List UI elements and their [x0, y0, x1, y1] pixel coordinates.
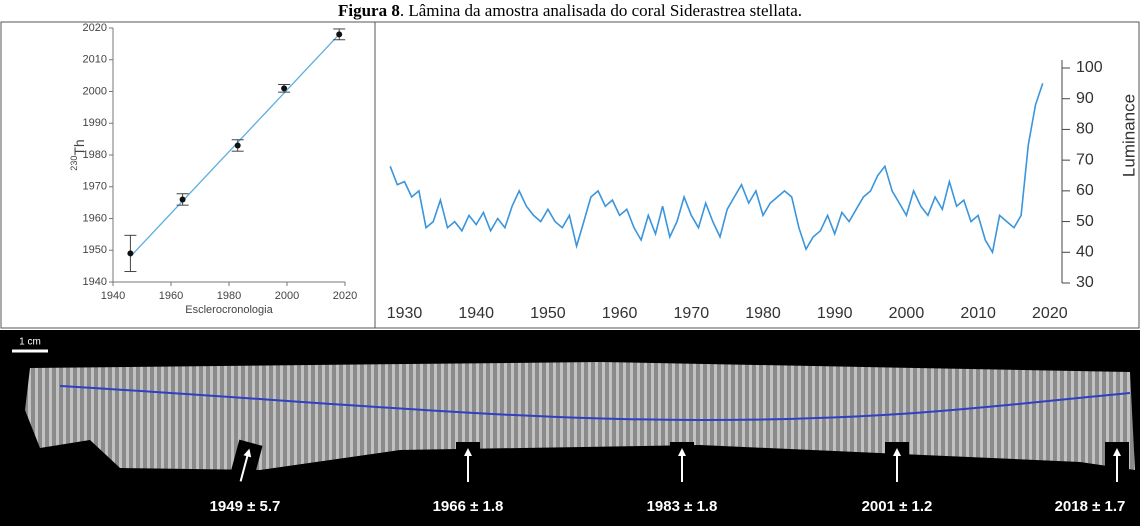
y-tick-label: 1970 — [83, 181, 107, 193]
y-tick-label: 2000 — [83, 85, 107, 97]
caption-label: Figura 8 — [338, 1, 400, 20]
y-tick-label: 80 — [1076, 121, 1094, 138]
date-label: 1983 ± 1.8 — [647, 498, 718, 515]
point — [127, 250, 134, 257]
x-tick-label: 2020 — [1032, 305, 1068, 322]
point — [234, 142, 241, 149]
y-tick-label: 60 — [1076, 182, 1094, 199]
date-label: 2018 ± 1.7 — [1055, 498, 1126, 515]
date-label: 1949 ± 5.7 — [210, 498, 281, 515]
panel-frame — [0, 21, 1140, 329]
y-tick-label: 1980 — [83, 149, 107, 161]
arrow-marker — [1105, 442, 1129, 490]
x-tick-label: 1990 — [817, 305, 853, 322]
arrow-head — [243, 448, 252, 458]
arrow-head — [1113, 448, 1121, 456]
y-tick-label: 50 — [1076, 213, 1094, 230]
y-axis-label: 230Th — [69, 139, 86, 170]
arrow-marker — [226, 439, 263, 493]
x-tick-label: 1940 — [458, 305, 494, 322]
arrow-head — [464, 448, 472, 456]
arrow-marker — [670, 442, 694, 490]
y-tick-label: 1950 — [83, 244, 107, 256]
arrow-head — [893, 448, 901, 456]
x-tick-label: 1950 — [530, 305, 566, 322]
coral-slab — [25, 362, 1135, 470]
arrow-head — [678, 448, 686, 456]
x-tick-label: 2000 — [275, 290, 299, 302]
x-tick-label: 1930 — [387, 305, 423, 322]
date-label: 1966 ± 1.8 — [433, 498, 504, 515]
x-tick-label: 2020 — [333, 290, 357, 302]
scale-label: 1 cm — [19, 337, 41, 348]
x-tick-label: 1960 — [159, 290, 183, 302]
y-tick-label: 1990 — [83, 117, 107, 129]
y-axis-label-text: Th — [71, 139, 87, 155]
y-tick-label: 90 — [1076, 90, 1094, 107]
arrow-shaft — [239, 452, 250, 482]
arrow-markers — [226, 439, 1129, 493]
y-tick-label: 40 — [1076, 244, 1094, 261]
transect-line — [59, 385, 1131, 422]
x-tick-label: 2000 — [889, 305, 925, 322]
x-tick-label: 1960 — [602, 305, 638, 322]
x-tick-label: 1940 — [101, 290, 125, 302]
y-tick-label: 100 — [1076, 59, 1103, 76]
point — [281, 85, 288, 92]
date-label: 2001 ± 1.2 — [862, 498, 933, 515]
y-axis-label: Luminance — [1119, 94, 1138, 177]
caption: Figura 8. Lâmina da amostra analisada do… — [338, 1, 802, 20]
x-tick-label: 1980 — [745, 305, 781, 322]
x-tick-label: 1970 — [674, 305, 710, 322]
x-axis-label: Esclerocronologia — [185, 304, 273, 316]
y-tick-label: 1940 — [83, 276, 107, 288]
y-tick-label: 30 — [1076, 274, 1094, 291]
caption-text: . Lâmina da amostra analisada do coral S… — [400, 1, 802, 20]
arrow-marker — [456, 442, 480, 490]
arrow-marker — [885, 442, 909, 490]
y-tick-label: 70 — [1076, 151, 1094, 168]
y-tick-label: 2010 — [83, 54, 107, 66]
x-tick-label: 2010 — [960, 305, 996, 322]
y-tick-label: 1960 — [83, 212, 107, 224]
point — [179, 196, 186, 203]
y-axis-label-sup: 230 — [69, 156, 79, 171]
luminance-line — [389, 83, 1044, 255]
x-tick-label: 1980 — [217, 290, 241, 302]
point — [336, 31, 343, 38]
y-tick-label: 2020 — [83, 22, 107, 34]
